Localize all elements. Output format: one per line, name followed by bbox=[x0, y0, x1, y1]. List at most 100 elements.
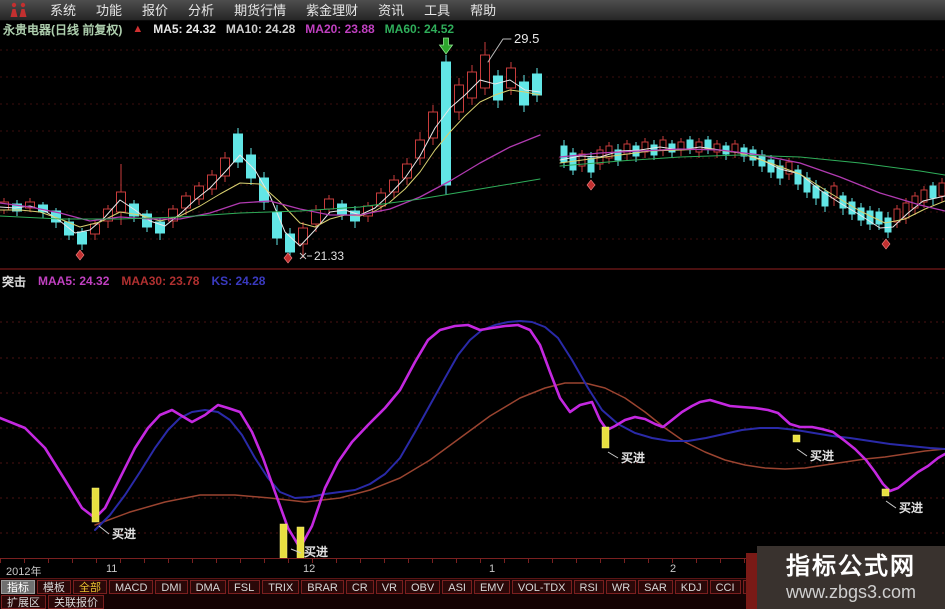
candle-body bbox=[519, 81, 529, 106]
sell-diamond-marker bbox=[881, 238, 891, 250]
tab-VR[interactable]: VR bbox=[375, 580, 403, 594]
tab-关联报价[interactable]: 关联报价 bbox=[48, 595, 104, 609]
candle-body bbox=[776, 165, 784, 179]
tab-CR[interactable]: CR bbox=[345, 580, 374, 594]
date-label-0: 2012年 bbox=[6, 566, 42, 578]
buy-signal-label: 买进 bbox=[112, 526, 136, 541]
indicator-tab-bar: 指标 模板 全部 MACD DMI DMA FSL TRIX BRAR CR VR OBV ASI EMV… bbox=[0, 578, 945, 594]
candle-body bbox=[402, 163, 412, 179]
menu-item-7[interactable]: 工具 bbox=[424, 2, 451, 18]
candle-body bbox=[587, 157, 595, 173]
sub-chart-area[interactable] bbox=[0, 290, 945, 558]
app-logo-icon bbox=[8, 2, 30, 18]
ma-label-0: MA5: 24.32 bbox=[153, 22, 216, 36]
candle-body bbox=[194, 185, 204, 200]
menu-item-2[interactable]: 报价 bbox=[142, 2, 169, 18]
ma-line-MA5r bbox=[559, 146, 945, 229]
tab-DMI[interactable]: DMI bbox=[155, 580, 188, 594]
buy-label-pointer bbox=[290, 548, 302, 554]
tab-SAR[interactable]: SAR bbox=[638, 580, 673, 594]
candle-body bbox=[454, 84, 464, 113]
candle-body bbox=[532, 73, 542, 96]
menu-item-5[interactable]: 紫金理财 bbox=[306, 2, 359, 18]
low-x-marker bbox=[299, 252, 307, 260]
candle-body bbox=[794, 169, 802, 185]
sell-diamond-marker bbox=[586, 179, 596, 191]
candle-body bbox=[168, 208, 178, 222]
date-axis-ticks bbox=[0, 559, 945, 563]
watermark: 指标公式网 www.zbgs3.com bbox=[757, 546, 945, 609]
tab-FSL[interactable]: FSL bbox=[228, 580, 261, 594]
candle-body bbox=[142, 213, 152, 228]
buy-label-pointer bbox=[607, 451, 619, 459]
tab-OBV[interactable]: OBV bbox=[405, 580, 441, 594]
menu-item-3[interactable]: 分析 bbox=[188, 2, 215, 18]
watermark-title: 指标公式网 bbox=[786, 552, 916, 580]
candle-body bbox=[155, 221, 165, 234]
menu-item-1[interactable]: 功能 bbox=[96, 2, 123, 18]
candle-body bbox=[893, 208, 901, 223]
watermark-url: www.zbgs3.com bbox=[785, 581, 917, 602]
candle-body bbox=[376, 192, 386, 207]
menu-item-4[interactable]: 期货行情 bbox=[234, 2, 287, 18]
tab-指标[interactable]: 指标 bbox=[1, 580, 35, 594]
tab-DMA[interactable]: DMA bbox=[189, 580, 227, 594]
buy-label-pointer bbox=[885, 500, 897, 509]
candle-body bbox=[713, 143, 721, 153]
indicator-value-2: KS: 24.28 bbox=[211, 274, 266, 288]
tab-RSI[interactable]: RSI bbox=[573, 580, 604, 594]
date-label-3: 1 bbox=[489, 563, 496, 575]
watermark-accent-bar bbox=[746, 553, 757, 609]
tab-EMV[interactable]: EMV bbox=[473, 580, 510, 594]
buy-signal-bar bbox=[601, 426, 610, 449]
main-chart-area[interactable] bbox=[0, 37, 945, 269]
tab-TRIX[interactable]: TRIX bbox=[262, 580, 300, 594]
candle-body bbox=[207, 174, 217, 190]
date-axis[interactable]: 2012年 11 12 1 2 bbox=[0, 558, 945, 578]
candle-body bbox=[929, 185, 937, 199]
candle-body bbox=[25, 201, 35, 209]
tab-CCI[interactable]: CCI bbox=[709, 580, 741, 594]
candle-body bbox=[233, 133, 243, 163]
buy-label-pointer bbox=[98, 525, 110, 535]
candle-body bbox=[298, 227, 308, 245]
tab-VOL-TDX[interactable]: VOL-TDX bbox=[511, 580, 572, 594]
tab-MACD[interactable]: MACD bbox=[109, 580, 154, 594]
tab-全部[interactable]: 全部 bbox=[73, 580, 107, 594]
candle-body bbox=[415, 139, 425, 159]
menu-item-0[interactable]: 系统 bbox=[50, 2, 77, 18]
candle-body bbox=[830, 185, 838, 199]
indicator-value-0: MAA5: 24.32 bbox=[38, 274, 110, 288]
candle-body bbox=[938, 182, 945, 197]
tab-ASI[interactable]: ASI bbox=[442, 580, 472, 594]
menu-item-8[interactable]: 帮助 bbox=[470, 2, 497, 18]
candle-body bbox=[920, 189, 928, 203]
ma-line-MA20 bbox=[0, 134, 541, 222]
candle-body bbox=[103, 208, 113, 222]
ma-line-MA60r bbox=[559, 154, 945, 176]
candle-body bbox=[812, 185, 820, 199]
tab-BRAR[interactable]: BRAR bbox=[301, 580, 344, 594]
candle-body bbox=[467, 71, 477, 99]
stock-title: 永贵电器(日线 前复权) bbox=[3, 22, 123, 37]
green-arrow-marker bbox=[438, 37, 454, 55]
high-price-label: 29.5 bbox=[514, 31, 539, 46]
candle-body bbox=[785, 161, 793, 175]
indicator-value-1: MAA30: 23.78 bbox=[121, 274, 200, 288]
tab-扩展区[interactable]: 扩展区 bbox=[1, 595, 46, 609]
indicator-line-MAA30 bbox=[94, 382, 945, 526]
ma-label-1: MA10: 24.28 bbox=[225, 22, 296, 36]
menu-item-6[interactable]: 资讯 bbox=[378, 2, 405, 18]
buy-label-pointer bbox=[796, 448, 808, 457]
low-price-label: 21.33 bbox=[314, 249, 344, 263]
tab-WR[interactable]: WR bbox=[605, 580, 637, 594]
date-label-1: 11 bbox=[106, 563, 118, 575]
ma-line-MA5 bbox=[0, 79, 541, 247]
candle-body bbox=[493, 75, 503, 101]
ma-line-MA10r bbox=[559, 148, 945, 224]
tab-KDJ[interactable]: KDJ bbox=[674, 580, 708, 594]
tab-模板[interactable]: 模板 bbox=[37, 580, 71, 594]
date-label-2: 12 bbox=[303, 563, 316, 575]
